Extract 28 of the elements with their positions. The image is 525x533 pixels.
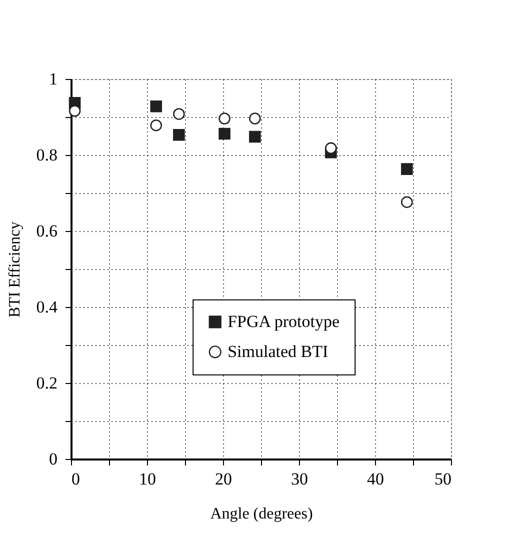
- point: [150, 100, 162, 112]
- x-axis-title: Angle (degrees): [210, 506, 313, 522]
- y-tick-label: 0: [49, 450, 58, 468]
- x-tick-label: 0: [72, 470, 80, 488]
- y-tick-label: 0.4: [36, 298, 58, 316]
- y-tick-label: 1: [49, 70, 58, 88]
- point: [68, 105, 81, 117]
- x-tick-label: 20: [215, 470, 232, 488]
- x-tick-label: 30: [291, 470, 308, 488]
- point: [173, 108, 185, 120]
- point: [249, 130, 261, 143]
- x-tick-label: 10: [139, 470, 156, 488]
- y-tick-label: 0.8: [36, 146, 58, 164]
- y-axis-title: BTI Efficiency: [6, 221, 24, 318]
- point: [218, 112, 230, 124]
- point: [173, 128, 185, 141]
- point: [325, 142, 337, 154]
- legend-label: FPGA prototype: [228, 312, 340, 331]
- point: [401, 163, 413, 175]
- y-tick-label: 0.2: [36, 374, 58, 392]
- point: [401, 196, 413, 208]
- y-tick-label: 0.6: [36, 222, 58, 240]
- point: [218, 128, 230, 140]
- point: [150, 119, 162, 132]
- x-tick-label: 50: [434, 470, 452, 488]
- legend-label: Simulated BTI: [228, 342, 329, 361]
- x-tick-label: 40: [367, 470, 384, 488]
- point: [249, 112, 261, 124]
